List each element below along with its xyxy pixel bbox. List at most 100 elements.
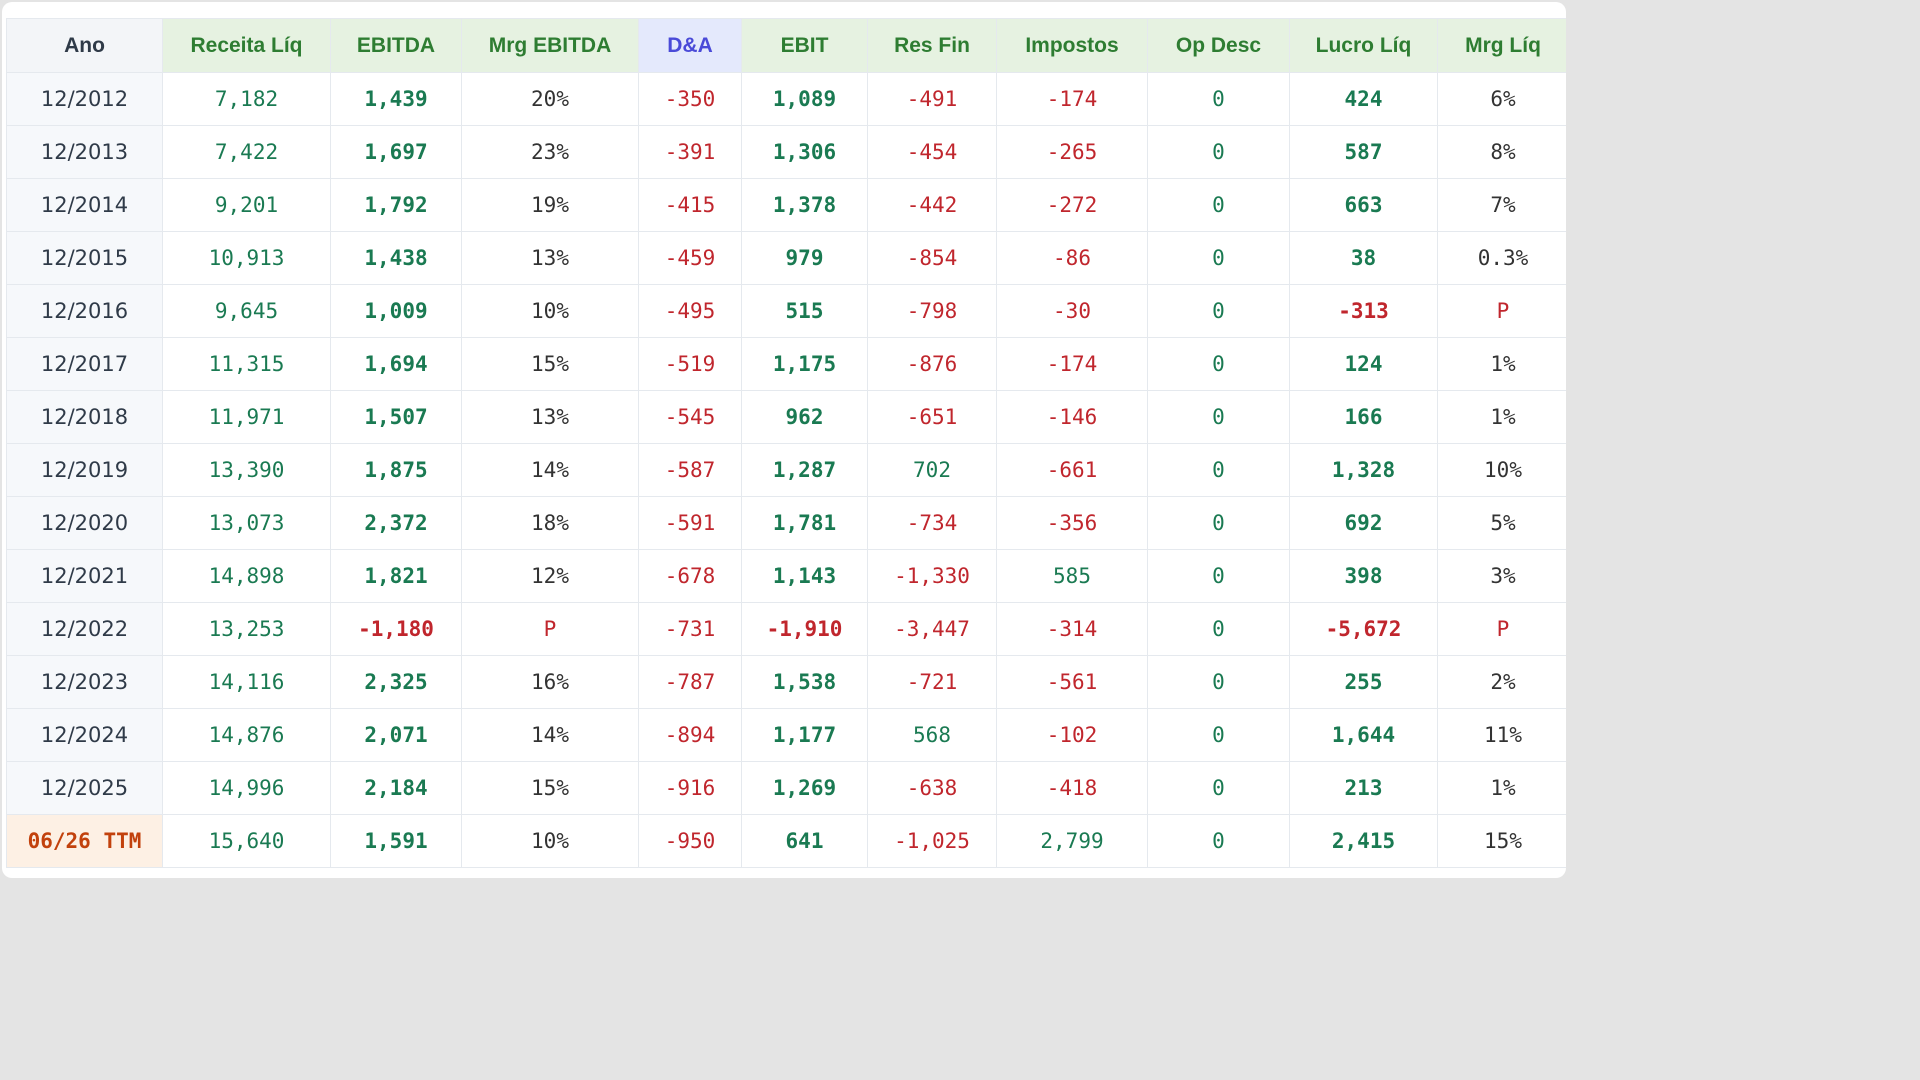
cell-ebitda: 1,438 <box>330 231 462 285</box>
cell-ano: 12/2018 <box>6 390 163 444</box>
table-body: 12/2012 7,182 1,439 20% -350 1,089 -491 -174 0 42… <box>6 72 1566 868</box>
cell-op-desc: 0 <box>1147 814 1290 868</box>
cell-mrg-liq: 6% <box>1437 72 1566 126</box>
cell-da: -545 <box>638 390 742 444</box>
header-mrg-liq[interactable]: Mrg Líq <box>1437 18 1566 73</box>
cell-mrg-liq: 5% <box>1437 496 1566 550</box>
cell-ebitda: 1,591 <box>330 814 462 868</box>
cell-op-desc: 0 <box>1147 337 1290 391</box>
cell-op-desc: 0 <box>1147 549 1290 603</box>
cell-op-desc: 0 <box>1147 390 1290 444</box>
cell-mrg-liq: 7% <box>1437 178 1566 232</box>
cell-receita-liq: 9,201 <box>162 178 331 232</box>
cell-ebit: 1,089 <box>741 72 868 126</box>
table-row: 12/2019 13,390 1,875 14% -587 1,287 702 -661 0 1,… <box>6 443 1566 497</box>
cell-receita-liq: 11,971 <box>162 390 331 444</box>
cell-op-desc: 0 <box>1147 72 1290 126</box>
cell-op-desc: 0 <box>1147 443 1290 497</box>
table-row: 12/2017 11,315 1,694 15% -519 1,175 -876 -174 0 1… <box>6 337 1566 391</box>
cell-op-desc: 0 <box>1147 655 1290 709</box>
cell-impostos: -86 <box>996 231 1148 285</box>
cell-receita-liq: 14,898 <box>162 549 331 603</box>
cell-ano: 12/2017 <box>6 337 163 391</box>
header-ano[interactable]: Ano <box>6 18 163 73</box>
header-ebit[interactable]: EBIT <box>741 18 868 73</box>
cell-res-fin: 702 <box>867 443 997 497</box>
cell-impostos: 2,799 <box>996 814 1148 868</box>
cell-ebit: 979 <box>741 231 868 285</box>
cell-mrg-liq: 15% <box>1437 814 1566 868</box>
cell-ebitda: 1,009 <box>330 284 462 338</box>
cell-ebit: 1,287 <box>741 443 868 497</box>
table-row: 12/2020 13,073 2,372 18% -591 1,781 -734 -356 0 6… <box>6 496 1566 550</box>
header-ebitda[interactable]: EBITDA <box>330 18 462 73</box>
cell-mrg-liq: 10% <box>1437 443 1566 497</box>
cell-receita-liq: 15,640 <box>162 814 331 868</box>
table-header-row: Ano Receita Líq EBITDA Mrg EBITDA D&A EB… <box>6 18 1566 73</box>
cell-op-desc: 0 <box>1147 284 1290 338</box>
header-res-fin[interactable]: Res Fin <box>867 18 997 73</box>
cell-ebitda: 2,325 <box>330 655 462 709</box>
header-mrg-ebitda[interactable]: Mrg EBITDA <box>461 18 639 73</box>
table-row: 12/2018 11,971 1,507 13% -545 962 -651 -146 0 166… <box>6 390 1566 444</box>
cell-da: -787 <box>638 655 742 709</box>
cell-impostos: -356 <box>996 496 1148 550</box>
cell-ano: 12/2016 <box>6 284 163 338</box>
cell-res-fin: -854 <box>867 231 997 285</box>
cell-res-fin: -638 <box>867 761 997 815</box>
cell-impostos: -146 <box>996 390 1148 444</box>
cell-op-desc: 0 <box>1147 178 1290 232</box>
cell-ebitda: 1,694 <box>330 337 462 391</box>
cell-op-desc: 0 <box>1147 231 1290 285</box>
cell-ebitda: 2,184 <box>330 761 462 815</box>
cell-res-fin: -876 <box>867 337 997 391</box>
table-row: 06/26 TTM 15,640 1,591 10% -950 641 -1,025 2,79… <box>6 814 1566 868</box>
cell-ebit: 515 <box>741 284 868 338</box>
cell-ano: 12/2024 <box>6 708 163 762</box>
table-row: 12/2016 9,645 1,009 10% -495 515 -798 -30 0 -313 P <box>6 284 1566 338</box>
cell-ano: 12/2015 <box>6 231 163 285</box>
cell-mrg-ebitda: 19% <box>461 178 639 232</box>
cell-lucro-liq: 1,328 <box>1289 443 1438 497</box>
cell-receita-liq: 9,645 <box>162 284 331 338</box>
cell-lucro-liq: 692 <box>1289 496 1438 550</box>
cell-op-desc: 0 <box>1147 761 1290 815</box>
cell-receita-liq: 14,116 <box>162 655 331 709</box>
header-impostos[interactable]: Impostos <box>996 18 1148 73</box>
cell-mrg-liq: 1% <box>1437 761 1566 815</box>
cell-impostos: -272 <box>996 178 1148 232</box>
cell-receita-liq: 14,876 <box>162 708 331 762</box>
cell-lucro-liq: 1,644 <box>1289 708 1438 762</box>
cell-da: -678 <box>638 549 742 603</box>
cell-ebit: 1,143 <box>741 549 868 603</box>
cell-mrg-ebitda: 12% <box>461 549 639 603</box>
cell-impostos: -30 <box>996 284 1148 338</box>
cell-ebitda: 2,372 <box>330 496 462 550</box>
cell-mrg-liq: 11% <box>1437 708 1566 762</box>
cell-lucro-liq: -313 <box>1289 284 1438 338</box>
cell-res-fin: 568 <box>867 708 997 762</box>
header-receita-liq[interactable]: Receita Líq <box>162 18 331 73</box>
header-da[interactable]: D&A <box>638 18 742 73</box>
table-row: 12/2025 14,996 2,184 15% -916 1,269 -638 -418 0 2… <box>6 761 1566 815</box>
cell-res-fin: -798 <box>867 284 997 338</box>
cell-lucro-liq: 424 <box>1289 72 1438 126</box>
cell-impostos: -418 <box>996 761 1148 815</box>
cell-ebit: 1,538 <box>741 655 868 709</box>
cell-da: -731 <box>638 602 742 656</box>
cell-receita-liq: 7,422 <box>162 125 331 179</box>
cell-ebitda: 1,821 <box>330 549 462 603</box>
cell-da: -894 <box>638 708 742 762</box>
cell-mrg-liq: 1% <box>1437 337 1566 391</box>
cell-res-fin: -721 <box>867 655 997 709</box>
header-op-desc[interactable]: Op Desc <box>1147 18 1290 73</box>
header-lucro-liq[interactable]: Lucro Líq <box>1289 18 1438 73</box>
cell-da: -591 <box>638 496 742 550</box>
cell-ebitda: 1,875 <box>330 443 462 497</box>
cell-op-desc: 0 <box>1147 708 1290 762</box>
cell-da: -415 <box>638 178 742 232</box>
cell-lucro-liq: 663 <box>1289 178 1438 232</box>
cell-receita-liq: 7,182 <box>162 72 331 126</box>
cell-ebit: 1,269 <box>741 761 868 815</box>
cell-impostos: -174 <box>996 72 1148 126</box>
